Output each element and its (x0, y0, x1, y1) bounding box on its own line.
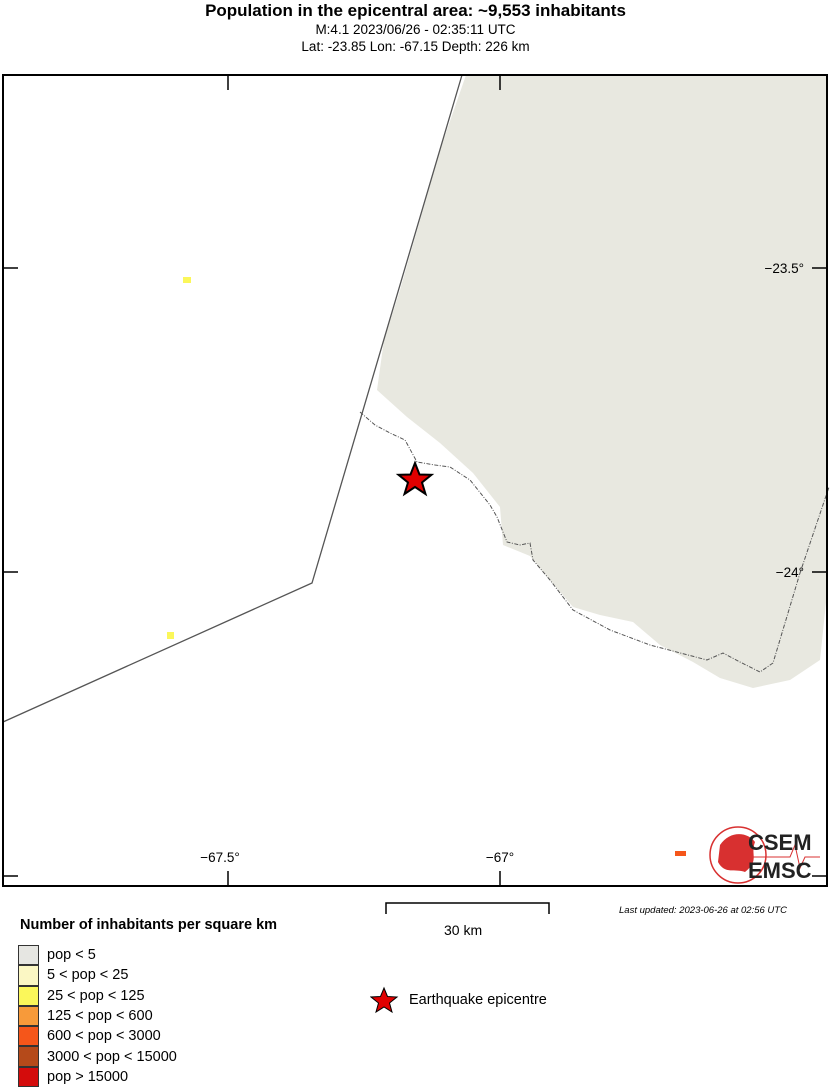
event-info: M:4.1 2023/06/26 - 02:35:11 UTC (315, 22, 516, 37)
map-title: Population in the epicentral area: ~9,55… (205, 1, 626, 20)
svg-text:EMSC: EMSC (748, 858, 812, 883)
population-cell (183, 277, 191, 283)
scale-bar (385, 902, 550, 914)
legend-item: 600 < pop < 3000 (18, 1026, 177, 1047)
legend-swatch (18, 1046, 39, 1067)
last-updated: Last updated: 2023-06-26 at 02:56 UTC (619, 905, 787, 916)
legend-label: 600 < pop < 3000 (47, 1028, 161, 1045)
legend-label: pop < 5 (47, 947, 96, 964)
csem-emsc-logo: CSEM EMSC (709, 826, 820, 884)
lat-tick-label: −23.5° (764, 261, 804, 276)
legend: pop < 5 5 < pop < 25 25 < pop < 125 125 < p… (18, 945, 177, 1087)
border-line (2, 74, 463, 723)
legend-item: pop < 5 (18, 945, 177, 966)
legend-label: pop > 15000 (47, 1068, 129, 1085)
lat-tick-label: −24° (776, 565, 804, 580)
population-cell (167, 632, 174, 639)
lon-tick-label: −67.5° (200, 850, 240, 865)
legend-swatch (18, 965, 39, 986)
legend-label: 5 < pop < 25 (47, 967, 129, 984)
population-cell (675, 851, 686, 856)
lon-tick-label: −67° (486, 850, 514, 865)
legend-swatch (18, 945, 39, 966)
epicentre-legend: Earthquake epicentre (370, 986, 547, 1014)
legend-swatch (18, 1026, 39, 1047)
event-location: Lat: -23.85 Lon: -67.15 Depth: 226 km (301, 39, 530, 54)
legend-swatch (18, 1066, 39, 1087)
legend-label: 125 < pop < 600 (47, 1008, 153, 1025)
legend-label: 25 < pop < 125 (47, 987, 145, 1004)
legend-swatch (18, 1005, 39, 1027)
svg-text:CSEM: CSEM (748, 830, 812, 855)
legend-item: 25 < pop < 125 (18, 985, 177, 1006)
legend-item: pop > 15000 (18, 1066, 177, 1087)
map-frame (2, 74, 828, 887)
land-area (377, 75, 827, 688)
epicentre-label: Earthquake epicentre (409, 992, 547, 1008)
scale-bar-label: 30 km (444, 922, 483, 938)
epicentre-star-icon (395, 460, 435, 497)
legend-item: 3000 < pop < 15000 (18, 1046, 177, 1067)
legend-item: 5 < pop < 25 (18, 965, 177, 986)
legend-title: Number of inhabitants per square km (20, 917, 278, 933)
star-icon (370, 986, 399, 1014)
legend-item: 125 < pop < 600 (18, 1005, 177, 1027)
axis-ticks (3, 75, 827, 886)
legend-swatch (18, 985, 39, 1006)
legend-label: 3000 < pop < 15000 (47, 1048, 177, 1065)
dotted-border (359, 411, 830, 673)
